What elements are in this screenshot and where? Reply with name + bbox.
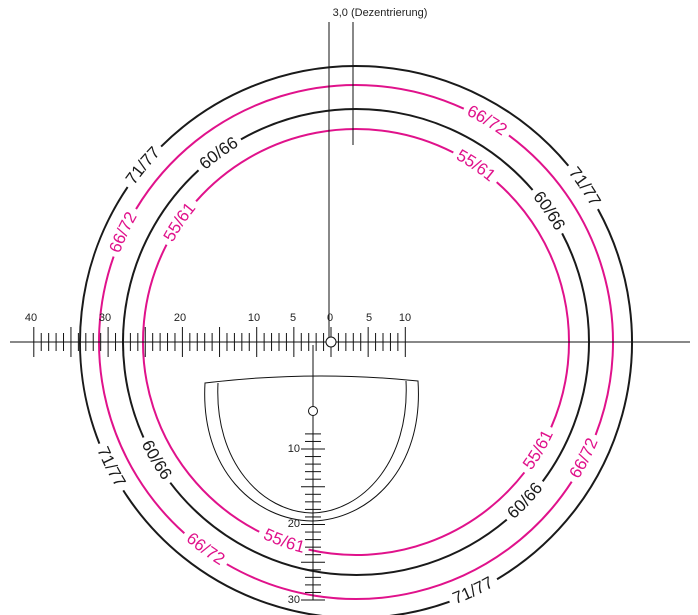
ring-71-77 — [79, 65, 633, 615]
vertical-scale-labels: 10 20 30 — [288, 443, 300, 606]
lens-inner-outline — [217, 380, 407, 514]
vertical-scale-ticks — [301, 433, 325, 601]
scale-label-20: 20 — [288, 518, 300, 530]
ruler-label-40: 40 — [25, 312, 37, 324]
scale-label-10: 10 — [288, 443, 300, 455]
ruler-label-10-left: 10 — [248, 312, 260, 324]
ruler-label-0: 0 — [327, 312, 333, 324]
lens-outer-outline — [204, 375, 419, 522]
ruler-label-20: 20 — [174, 312, 186, 324]
ruler-label-10-right: 10 — [399, 312, 411, 324]
ring-label-66-72-bottom-right: 66/72 — [566, 435, 602, 481]
ring-60-66 — [122, 108, 590, 577]
lens-center-circle — [308, 406, 318, 416]
ring-55-61 — [142, 128, 570, 556]
ring-label-60-66-bottom-right: 60/66 — [503, 479, 546, 523]
ring-label-71-77-top: 71/77 — [122, 143, 164, 188]
center-point-circle — [325, 336, 337, 348]
decentration-label: 3,0 (Dezentrierung) — [333, 7, 428, 19]
ring-66-72 — [98, 84, 614, 600]
scale-label-30: 30 — [288, 594, 300, 606]
ring-label-55-61-top-right: 55/61 — [453, 146, 499, 186]
ruler-label-5-right: 5 — [366, 312, 372, 324]
ring-label-55-61-top-left: 55/61 — [160, 199, 200, 245]
ring-label-55-61-bottom-right: 55/61 — [519, 427, 557, 473]
ring-label-66-72-top-right: 66/72 — [464, 101, 510, 139]
horizontal-ruler-labels: 40 30 20 10 5 0 5 10 — [25, 312, 411, 324]
ruler-label-5-left: 5 — [290, 312, 296, 324]
ring-label-55-61-bottom-left: 55/61 — [261, 525, 307, 557]
horizontal-ruler-ticks — [33, 327, 406, 357]
size-rings — [79, 65, 633, 615]
ruler-label-30: 30 — [99, 312, 111, 324]
